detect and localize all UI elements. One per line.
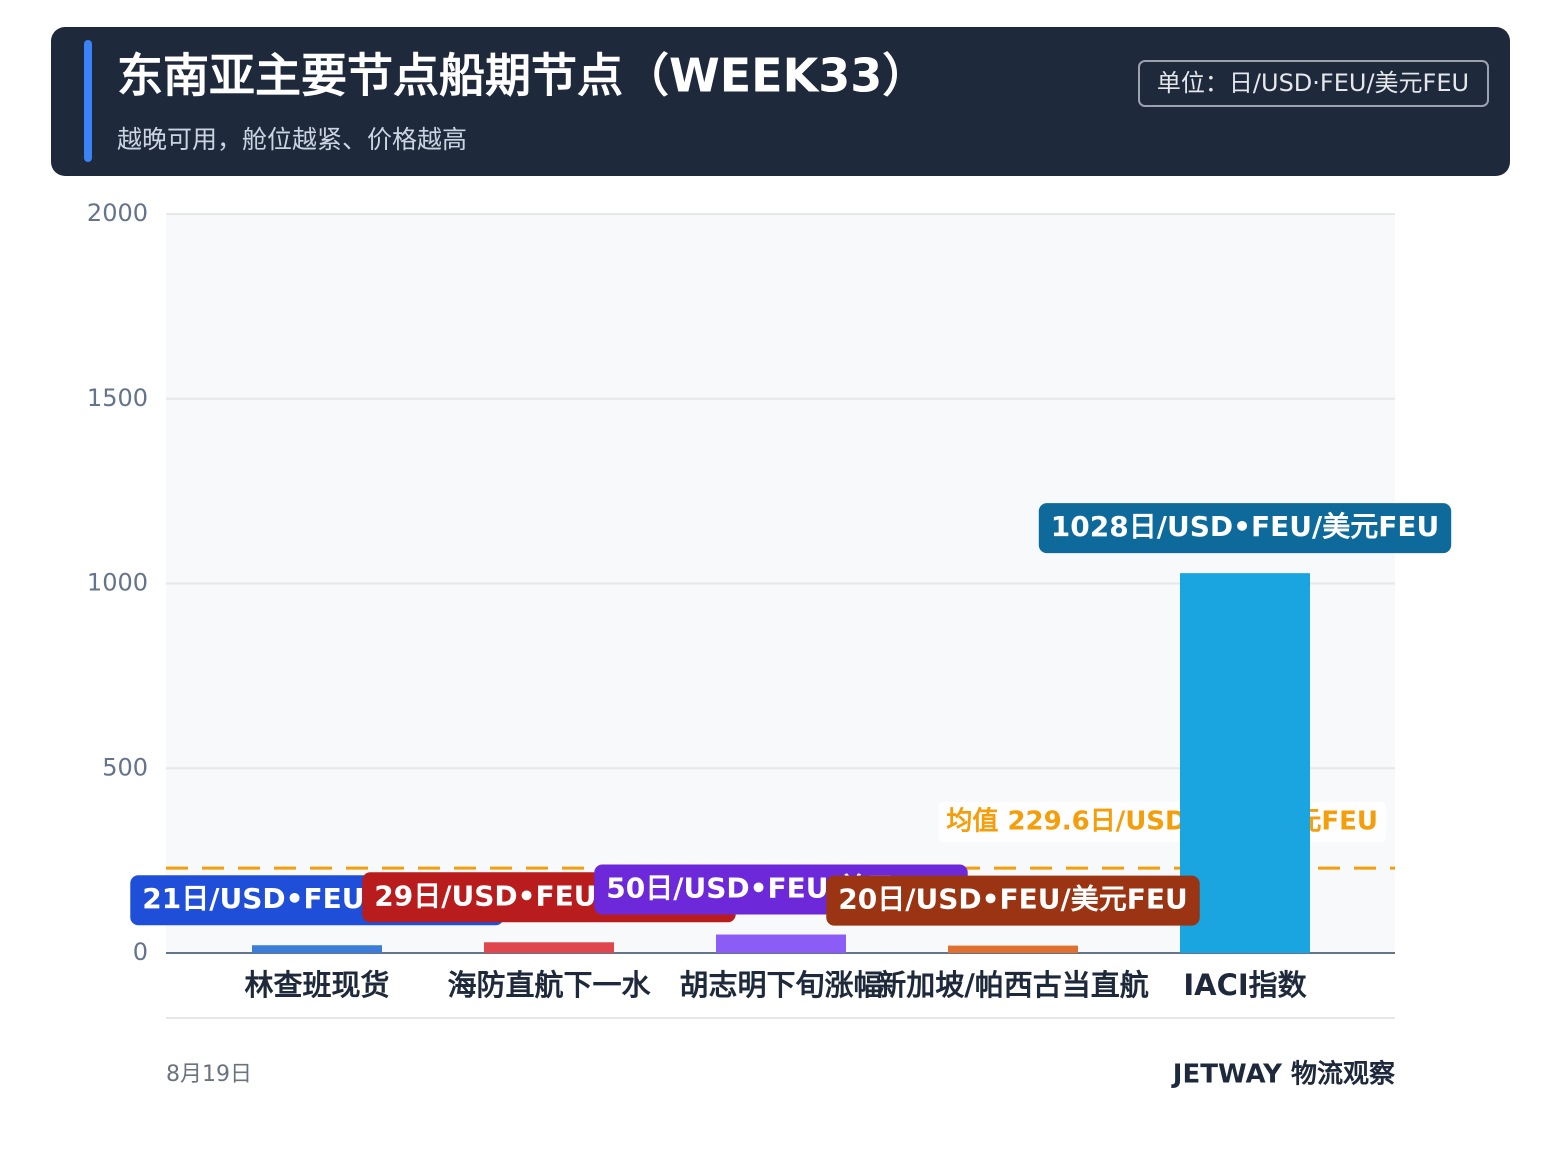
y-tick-label: 1500	[87, 384, 148, 412]
y-tick-label: 1000	[87, 569, 148, 597]
source: JETWAY 物流观察	[1171, 1060, 1396, 1090]
subtitle: 越晚可用，舱位越紧、价格越高	[117, 125, 467, 154]
bar	[252, 945, 382, 953]
y-tick-label: 2000	[87, 199, 148, 227]
unit-badge	[1138, 60, 1489, 107]
x-tick-label: IACI指数	[1183, 968, 1307, 1002]
x-tick-label: 胡志明下旬涨幅	[679, 968, 882, 1002]
y-tick-label: 0	[133, 938, 148, 966]
bar	[716, 934, 846, 953]
y-tick-label: 500	[102, 753, 148, 781]
title: 东南亚主要节点船期节点（WEEK33）	[117, 49, 928, 103]
header-bg	[51, 27, 1510, 176]
value-label-bg	[1038, 503, 1452, 554]
mean-label: 均值 229.6日/USD•FEU/美元FEU	[946, 806, 1378, 837]
x-tick-label: 海防直航下一水	[447, 968, 651, 1002]
value-label: 1028日/USD•FEU/美元FEU	[1051, 510, 1439, 543]
x-tick-label: 新加坡/帕西古当直航	[877, 968, 1149, 1002]
bar	[948, 945, 1078, 953]
bar	[1180, 573, 1310, 953]
x-tick-label: 林查班现货	[244, 968, 389, 1002]
bar	[484, 942, 614, 953]
value-label: 20日/USD•FEU/美元FEU	[838, 883, 1187, 916]
value-label-bg	[826, 875, 1200, 926]
header-accent	[84, 40, 92, 162]
unit: 单位：日/USD·FEU/美元FEU	[1157, 69, 1469, 97]
date: 8月19日	[166, 1062, 252, 1087]
